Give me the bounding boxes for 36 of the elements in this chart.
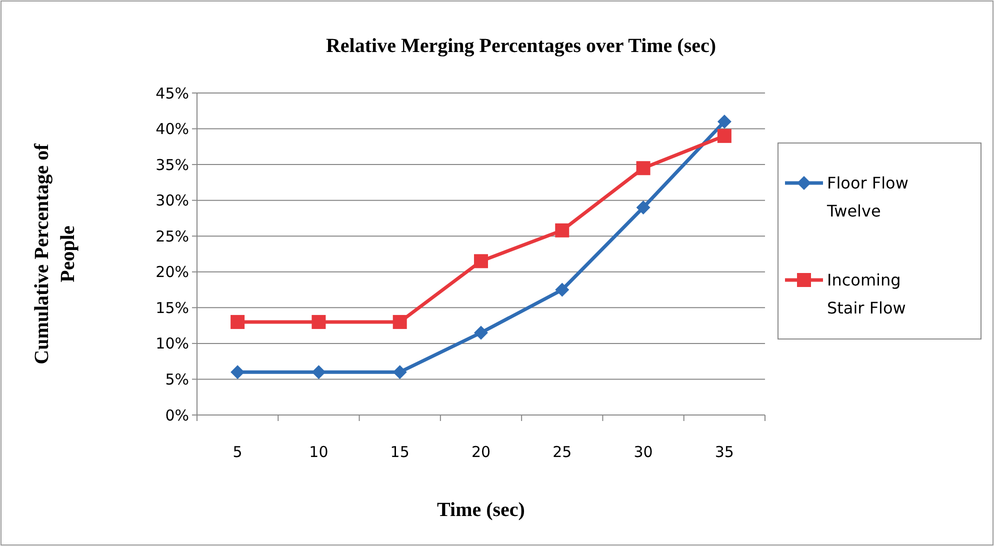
- y-tick-label: 45%: [156, 84, 189, 102]
- y-axis-title: Cumulative Percentage of People: [31, 143, 79, 364]
- y-tick-label: 15%: [156, 298, 189, 317]
- point: [636, 200, 650, 214]
- y-tick-label: 0%: [165, 406, 189, 424]
- x-tick-label: 20: [471, 443, 491, 461]
- point: [230, 365, 245, 380]
- point: [474, 326, 488, 340]
- chart-title: Relative Merging Percentages over Time (sec): [326, 35, 716, 57]
- y-tick-label: 10%: [156, 334, 189, 353]
- x-tick-label: 5: [232, 443, 242, 461]
- legend-label: Floor Flow Twelve: [826, 174, 908, 221]
- point: [717, 128, 732, 143]
- point: [230, 314, 245, 329]
- x-tick-label: 15: [390, 443, 410, 461]
- point: [392, 314, 407, 329]
- x-axis-title: Time (sec): [437, 499, 525, 521]
- point: [555, 223, 570, 238]
- y-tick-label: 35%: [156, 156, 189, 174]
- y-tick-label: 40%: [156, 120, 189, 138]
- y-tick-label: 30%: [156, 192, 189, 210]
- x-tick-label: 10: [309, 443, 328, 461]
- point: [312, 314, 326, 329]
- point: [555, 282, 570, 297]
- legend-label: Incoming Stair Flow: [827, 270, 906, 318]
- y-tick-label: 20%: [156, 263, 189, 282]
- point: [474, 254, 488, 268]
- y-tick-label: 25%: [156, 227, 189, 246]
- x-tick-label: 25: [552, 443, 572, 461]
- x-tick-label: 30: [634, 443, 653, 461]
- point: [312, 365, 326, 380]
- point: [717, 114, 732, 129]
- point: [636, 161, 650, 176]
- point: [392, 365, 407, 380]
- x-tick-label: 35: [714, 443, 734, 461]
- y-tick-label: 5%: [165, 370, 189, 388]
